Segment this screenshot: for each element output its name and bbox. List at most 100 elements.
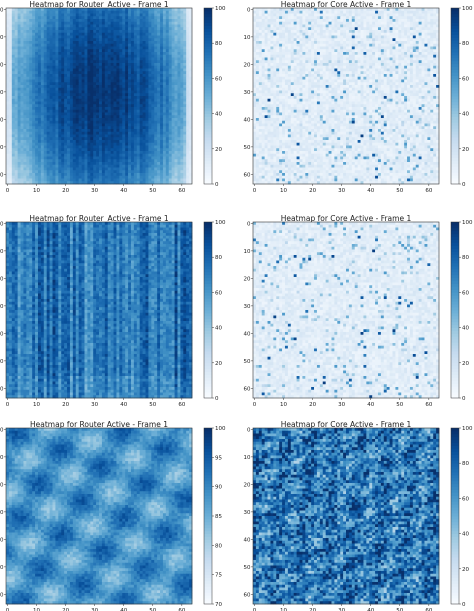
heatmap-cell xyxy=(15,58,18,61)
heatmap-cell xyxy=(53,74,56,77)
heatmap-cell xyxy=(76,91,79,94)
heatmap-cell xyxy=(116,11,119,14)
heatmap-cell xyxy=(119,44,122,47)
heatmap-cell xyxy=(308,27,311,30)
heatmap-cell xyxy=(140,88,143,91)
heatmap-cell xyxy=(326,22,329,25)
heatmap-cell xyxy=(160,110,163,113)
heatmap-cell xyxy=(116,143,119,146)
heatmap-cell xyxy=(183,55,186,58)
heatmap-cell xyxy=(55,44,58,47)
heatmap-cell xyxy=(32,66,35,69)
heatmap-cell xyxy=(41,154,44,157)
heatmap-cell xyxy=(53,60,56,63)
heatmap-cell xyxy=(99,96,102,99)
heatmap-cell xyxy=(102,19,105,22)
heatmap-cell xyxy=(137,165,140,168)
heatmap-cell xyxy=(116,129,119,132)
heatmap-cell xyxy=(21,124,24,127)
heatmap-cell xyxy=(128,140,131,143)
heatmap-cell xyxy=(343,22,346,25)
heatmap-cell xyxy=(18,27,21,30)
heatmap-cell xyxy=(183,69,186,72)
heatmap-cell xyxy=(363,14,366,17)
heatmap-cell xyxy=(422,19,425,22)
heatmap-cell xyxy=(111,27,114,30)
heatmap-cell xyxy=(111,102,114,105)
heatmap-cell xyxy=(50,58,53,61)
heatmap-cell xyxy=(35,118,38,121)
heatmap-cell xyxy=(96,118,99,121)
heatmap-cell xyxy=(308,25,311,28)
heatmap-cell xyxy=(151,47,154,50)
heatmap-cell xyxy=(331,27,334,30)
heatmap-cell xyxy=(154,85,157,88)
heatmap-cell xyxy=(58,16,61,19)
heatmap-cell xyxy=(131,124,134,127)
heatmap-cell xyxy=(262,33,265,36)
heatmap-cell xyxy=(32,140,35,143)
heatmap-cell xyxy=(375,30,378,33)
heatmap-cell xyxy=(154,25,157,28)
heatmap-cell xyxy=(349,36,352,39)
heatmap-cell xyxy=(172,16,175,19)
heatmap-cell xyxy=(21,162,24,165)
heatmap-cell xyxy=(35,113,38,116)
heatmap-cell xyxy=(23,55,26,58)
heatmap-cell xyxy=(393,36,396,39)
heatmap-cell xyxy=(93,93,96,96)
heatmap-cell xyxy=(137,16,140,19)
heatmap-title: Heatmap for Router_Active - Frame 1 xyxy=(29,0,169,9)
heatmap-cell xyxy=(163,137,166,140)
heatmap-cell xyxy=(172,148,175,151)
heatmap-cell xyxy=(111,38,114,41)
heatmap-cell xyxy=(116,99,119,102)
heatmap-cell xyxy=(73,69,76,72)
heatmap-cell xyxy=(154,88,157,91)
heatmap-cell xyxy=(99,151,102,154)
heatmap-cell xyxy=(32,146,35,149)
heatmap-cell xyxy=(163,143,166,146)
heatmap-cell xyxy=(50,140,53,143)
heatmap-cell xyxy=(18,126,21,129)
heatmap-cell xyxy=(111,41,114,44)
heatmap-cell xyxy=(169,8,172,11)
heatmap-cell xyxy=(186,135,189,138)
heatmap-cell xyxy=(300,19,303,22)
heatmap-cell xyxy=(102,140,105,143)
heatmap-cell xyxy=(6,159,9,162)
heatmap-cell xyxy=(140,162,143,165)
heatmap-cell xyxy=(166,118,169,121)
heatmap-cell xyxy=(352,38,355,41)
heatmap-cell xyxy=(41,49,44,52)
heatmap-cell xyxy=(21,74,24,77)
heatmap-cell xyxy=(163,162,166,165)
heatmap-cell xyxy=(67,41,70,44)
heatmap-cell xyxy=(111,165,114,168)
heatmap-cell xyxy=(111,36,114,39)
heatmap-cell xyxy=(18,36,21,39)
heatmap-cell xyxy=(140,113,143,116)
heatmap-cell xyxy=(137,19,140,22)
heatmap-cell xyxy=(183,159,186,162)
heatmap-cell xyxy=(26,74,29,77)
heatmap-cell xyxy=(41,132,44,135)
heatmap-cell xyxy=(18,143,21,146)
heatmap-cell xyxy=(160,58,163,61)
heatmap-cell xyxy=(180,143,183,146)
heatmap-cell xyxy=(314,38,317,41)
heatmap-cell xyxy=(105,129,108,132)
heatmap-cell xyxy=(166,49,169,52)
heatmap-cell xyxy=(166,151,169,154)
heatmap-cell xyxy=(424,8,427,11)
heatmap-cell xyxy=(422,11,425,14)
heatmap-cell xyxy=(157,11,160,14)
heatmap-cell xyxy=(55,58,58,61)
heatmap-cell xyxy=(352,16,355,19)
heatmap-cell xyxy=(50,47,53,50)
heatmap-cell xyxy=(337,11,340,14)
heatmap-cell xyxy=(58,124,61,127)
heatmap-cell xyxy=(61,16,64,19)
heatmap-cell xyxy=(32,110,35,113)
heatmap-cell xyxy=(55,176,58,179)
